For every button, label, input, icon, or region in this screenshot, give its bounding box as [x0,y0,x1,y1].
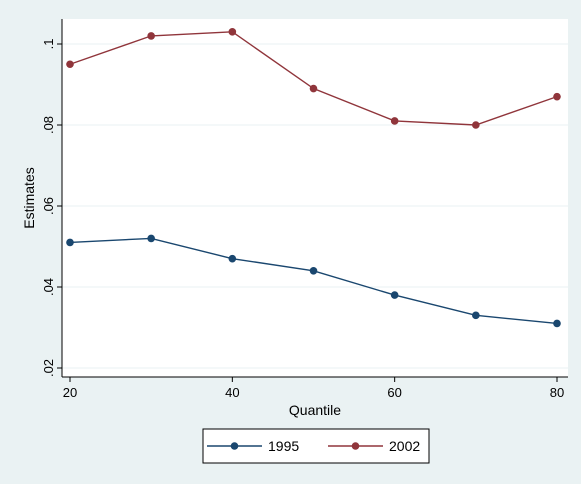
legend-label: 1995 [268,438,299,454]
series-layer [66,28,561,328]
legend-label: 2002 [389,438,420,454]
legend-swatch-marker [351,442,360,450]
data-point [228,28,237,36]
x-axis-title: Quantile [289,402,341,418]
data-point [228,254,237,263]
data-point [472,311,480,320]
x-tick-label: 40 [225,385,239,400]
data-point [66,238,74,247]
series-2002 [66,28,561,129]
legend-swatch-marker [230,442,239,450]
data-point [147,234,155,243]
data-point [147,32,155,40]
x-tick-label: 80 [550,385,564,400]
y-tick-label: .04 [41,278,56,296]
data-point [390,291,399,299]
y-tick-label: .06 [41,197,56,215]
data-point [66,60,74,69]
data-point [309,84,318,93]
data-point [553,319,561,328]
x-tick-label: 60 [387,385,401,400]
y-tick-label: .02 [41,359,56,377]
legend-item-2002: 2002 [328,438,420,454]
data-point [472,121,480,129]
gridlines [62,43,568,369]
plot-area [62,19,568,377]
y-tick-label: .1 [41,39,56,50]
legend: 1995 2002 [202,428,430,464]
legend-item-1995: 1995 [207,438,299,454]
x-tick-label: 20 [63,385,77,400]
data-point [390,117,399,125]
axes: .02 .04 .06 .08 .1 20 40 60 80 [41,19,568,400]
y-axis-title: Estimates [21,167,37,228]
series-1995 [66,234,561,328]
data-point [309,267,318,275]
data-point [553,92,561,101]
y-tick-label: .08 [41,116,56,134]
